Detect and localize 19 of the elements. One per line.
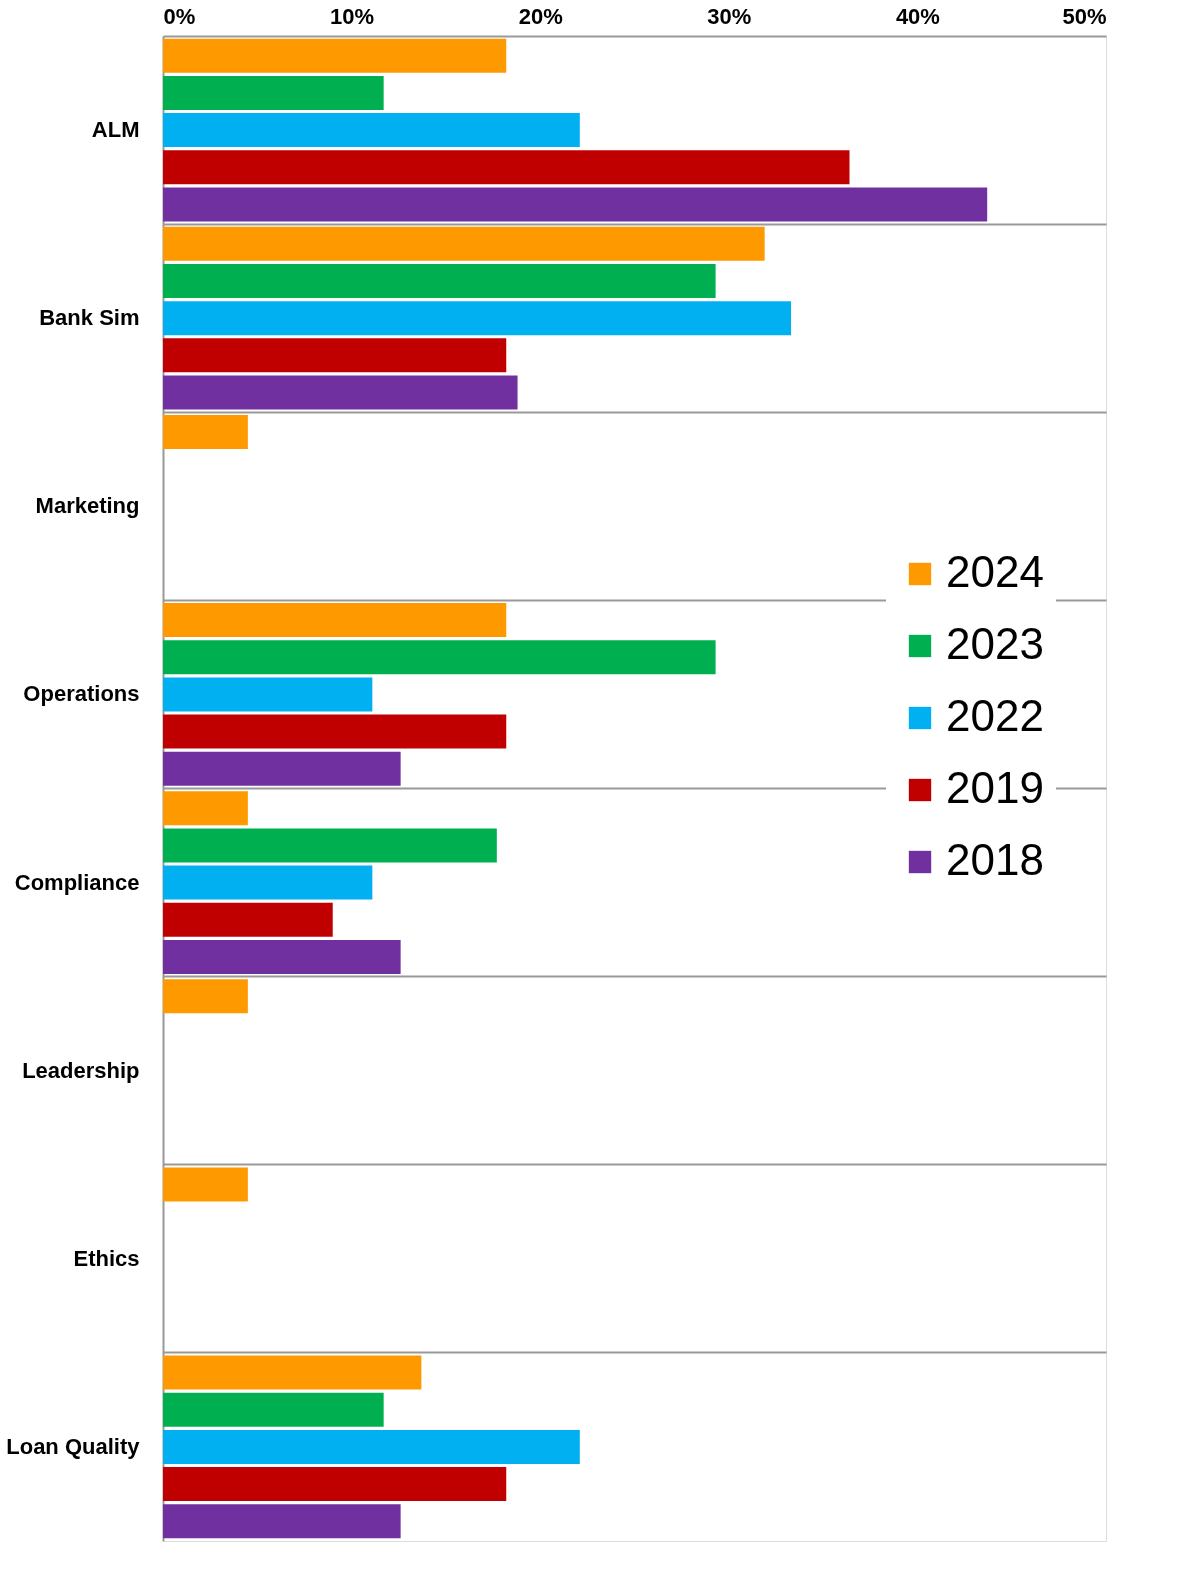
y-tick-label: Marketing xyxy=(35,493,140,519)
legend-label: 2022 xyxy=(946,691,1044,740)
x-tick-label: 50% xyxy=(1062,3,1107,29)
y-tick-label: Operations xyxy=(23,681,140,707)
legend-label: 2023 xyxy=(946,619,1044,668)
y-tick-label: ALM xyxy=(91,117,140,143)
y-tick-label: Bank Sim xyxy=(39,305,140,331)
x-tick-label: 0% xyxy=(163,3,196,29)
y-tick-label: Compliance xyxy=(14,869,140,895)
x-tick-label: 10% xyxy=(330,3,375,29)
x-tick-label: 20% xyxy=(518,3,563,29)
legend-label: 2019 xyxy=(946,763,1044,812)
y-tick-label: Loan Quality xyxy=(6,1433,141,1459)
y-tick-label: Ethics xyxy=(73,1245,140,1271)
x-tick-label: 40% xyxy=(895,3,940,29)
legend-label: 2024 xyxy=(946,547,1044,596)
x-tick-label: 30% xyxy=(707,3,752,29)
y-tick-label: Leadership xyxy=(22,1057,140,1083)
legend-label: 2018 xyxy=(946,835,1044,884)
